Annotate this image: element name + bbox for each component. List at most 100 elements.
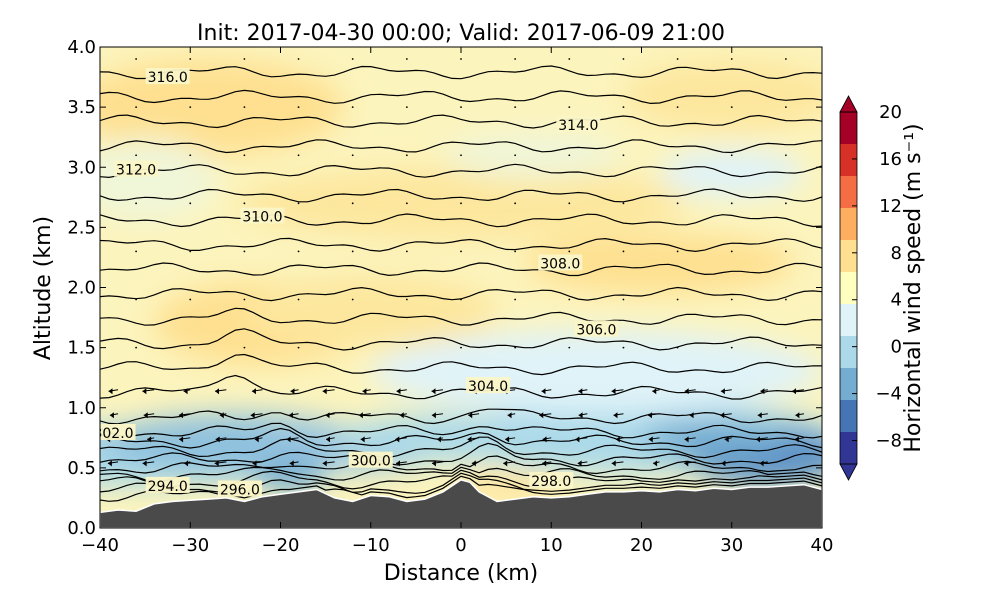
contour-line [100,139,822,154]
wind-arrow-dot [730,58,733,60]
wind-arrow-dot [135,298,138,301]
wind-arrow-dot [351,154,354,157]
wind-arrow-head [760,388,765,395]
x-tick-label: −30 [171,535,209,556]
y-tick-label: 3.5 [67,97,96,118]
wind-arrow-head [395,436,400,443]
contour-label-bg [556,116,601,133]
contour-label: 308.0 [540,256,580,272]
shading-blob [659,149,804,198]
plot-area: 316.0 314.0 312.0 310.0 308.0 306.0 304.0 302.0… [100,47,822,528]
colorbar-band [840,336,857,368]
terrain [100,479,822,528]
contour-label-bg [145,68,190,85]
wind-arrow-head [360,436,365,443]
wind-arrow-head [178,412,183,419]
contour-label-bg [114,160,159,177]
wind-arrow-head [720,388,725,395]
wind-arrow-head [108,388,113,395]
wind-arrow-dot [135,154,138,157]
wind-arrow-dot [189,154,192,157]
colorbar-band [840,208,857,240]
x-axis-label: Distance (km) [384,561,539,586]
contour-label: 296.0 [220,483,260,499]
contour-line [100,408,822,425]
wind-arrow-dot [568,250,571,253]
wind-arrow-dot [514,154,517,157]
wind-arrow-dot [514,106,517,109]
colorbar-band [840,272,857,304]
y-tick-label: 2.0 [67,278,96,299]
contour-line [100,188,822,203]
colorbar-band [840,432,857,464]
wind-arrow-head [611,460,616,467]
shading-blob [524,233,795,294]
wind-arrow-dot [405,346,408,349]
contour-line [100,353,822,376]
wind-arrow-dot [676,202,679,205]
wind-arrow-head [755,436,760,443]
contour-label: 316.0 [148,70,188,86]
wind-arrow-dot [243,250,246,253]
contour-line [100,374,822,400]
wind-arrow-dot [405,298,408,301]
shading-blob [100,137,218,222]
wind-arrow-head [431,412,436,419]
wind-arrow-dot [730,346,733,349]
wind-arrow-dot [676,346,679,349]
wind-arrow-dot [460,346,462,349]
wind-arrow-head [147,436,152,443]
wind-arrow-head [721,460,726,467]
wind-arrow-head [471,460,476,467]
wind-arrow-head [107,460,112,467]
wind-arrow-head [653,460,658,467]
wind-arrow-dot [785,250,787,253]
wind-arrow-dot [243,346,246,349]
wind-arrow-dot [243,202,246,205]
wind-arrow-head [214,460,219,467]
wind-arrow-dot [514,202,517,205]
wind-arrow-head [611,388,616,395]
wind-arrow-dot [568,58,571,60]
contour-line [100,422,822,439]
contour-label-bg [574,320,619,337]
wind-arrow-head [652,388,657,395]
wind-arrow-dot [785,154,787,157]
wind-arrow-dot [622,154,625,157]
wind-arrow-dot [405,250,408,253]
wind-arrow-dot [189,250,192,253]
wind-arrow-dot [460,298,462,301]
wind-arrow-head [289,460,294,467]
wind-arrow-head [322,388,327,395]
wind-arrow-dot [785,346,787,349]
x-tick-label: −10 [352,535,390,556]
wind-arrow-dot [622,106,625,109]
wind-arrow-head [648,436,653,443]
wind-arrow-dot [189,346,192,349]
wind-arrow-dot [135,250,138,253]
wind-arrow-head [539,412,544,419]
wind-arrow-dot [676,106,679,109]
wind-arrow-dot [568,346,571,349]
wind-arrow-head [219,412,224,419]
wind-arrow-head [684,460,689,467]
wind-arrow-dot [676,154,679,157]
wind-arrow-dot [622,202,625,205]
wind-arrow-dot [351,106,354,109]
wind-arrow-dot [405,58,408,60]
contour-label: 312.0 [116,163,156,179]
chart-title: Init: 2017-04-30 00:00; Valid: 2017-06-0… [197,21,725,46]
wind-arrow-dot [622,346,625,349]
wind-arrow-dot [460,202,462,205]
wind-arrow-dot [514,250,517,253]
y-tick-label: 4.0 [67,37,96,58]
x-tick-label: 40 [811,535,834,556]
colorbar-band [840,368,857,400]
wind-arrow-dot [676,250,679,253]
wind-arrow-head [431,460,436,467]
wind-arrow-head [251,388,256,395]
contour-label: 294.0 [148,479,188,495]
wind-arrow-head [795,412,800,419]
colorbar-band [840,112,857,144]
y-tick-label: 1.0 [67,398,96,419]
